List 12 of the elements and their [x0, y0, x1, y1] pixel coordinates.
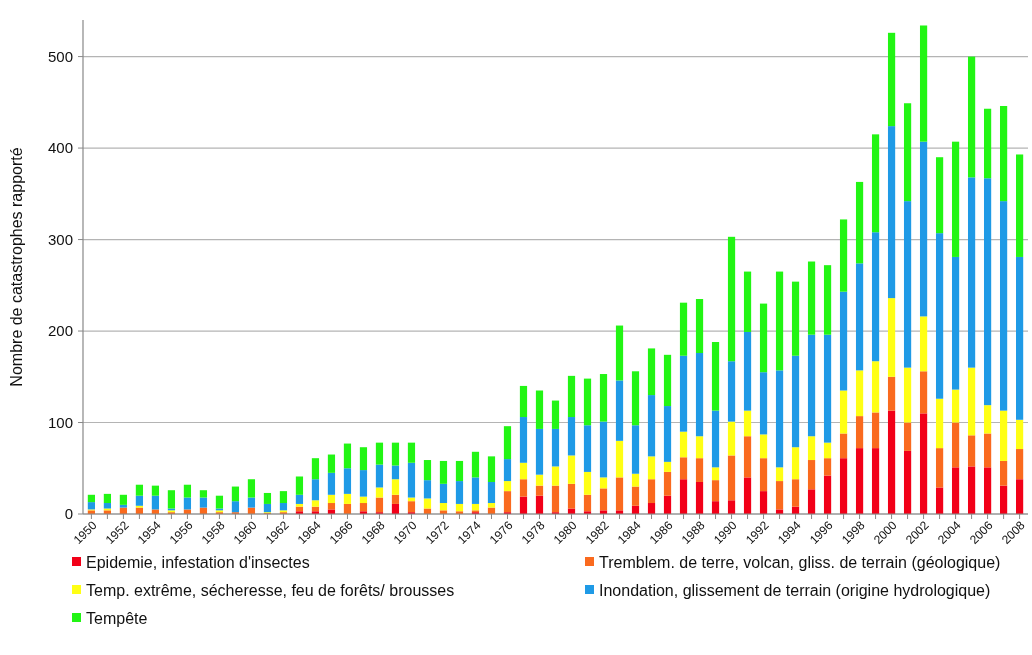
legend-label: Inondation, glissement de terrain (origine hydrologique) [599, 581, 991, 599]
y-tick-label: 0 [64, 505, 73, 523]
legend-label: Epidemie, infestation d'insectes [86, 553, 310, 571]
y-axis-title: Nombre de catastrophes rapporté [8, 147, 25, 387]
y-tick-label: 500 [47, 47, 73, 65]
y-tick-label: 200 [47, 322, 73, 340]
y-tick-label: 100 [47, 413, 73, 431]
legend-label: Tremblem. de terre, volcan, gliss. de terrain (géologique) [599, 553, 1001, 571]
legend-label: Temp. extrême, sécheresse, feu de forêts/ brousses [86, 581, 455, 599]
y-tick-label: 300 [47, 230, 73, 248]
legend-label: Tempête [86, 609, 148, 627]
y-tick-label: 400 [47, 139, 73, 157]
